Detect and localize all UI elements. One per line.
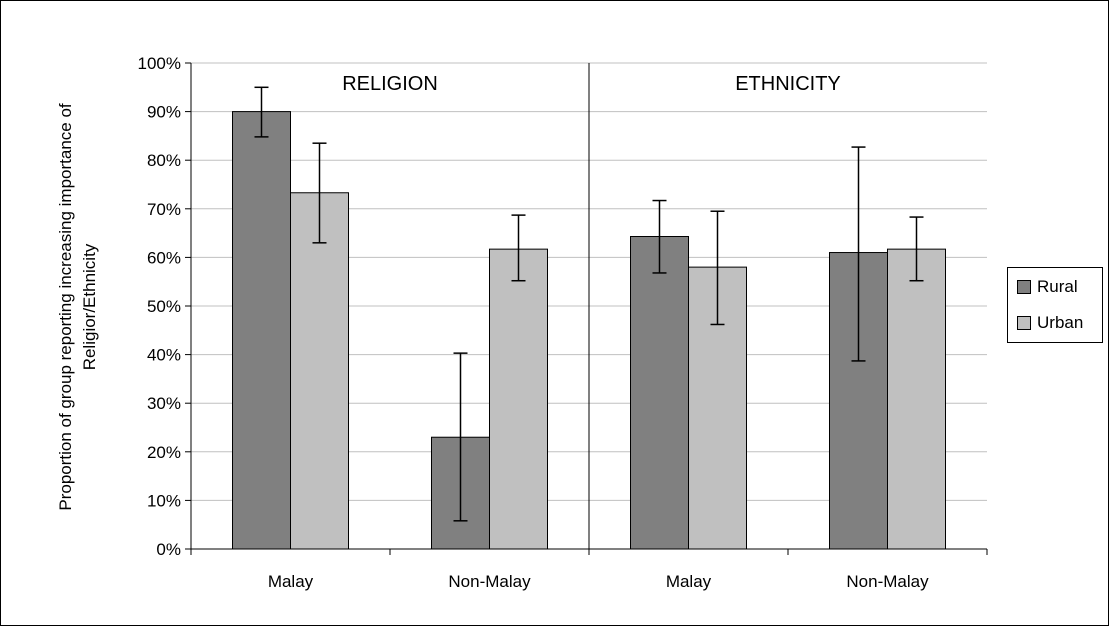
legend-label-rural: Rural [1037, 277, 1078, 296]
y-tick-label: 90% [147, 103, 181, 122]
error-bars [254, 86, 924, 522]
panel-title: RELIGION [342, 73, 438, 95]
legend-label-urban: Urban [1037, 313, 1084, 332]
bar-urban [290, 192, 349, 550]
bar-rural [232, 111, 291, 550]
y-tick-label: 10% [147, 491, 181, 510]
y-tick-label: 100% [138, 54, 181, 73]
y-tick-label: 80% [147, 151, 181, 170]
legend-swatch-urban [1017, 316, 1031, 330]
y-tick-label: 60% [147, 248, 181, 267]
y-axis-label-line: Religior/Ethnicity [80, 243, 99, 370]
labels: 0% 10% 20% 30% 40% 50% 60% 70% 80% 90% 100% Malay No… [56, 54, 929, 591]
bars [232, 111, 946, 550]
bar-urban [489, 248, 548, 550]
legend-item-rural: Rural [1017, 277, 1078, 297]
x-tick-label: Non-Malay [846, 572, 929, 591]
x-tick-label: Non-Malay [448, 572, 531, 591]
y-tick-label: 40% [147, 346, 181, 365]
x-tick-label: Malay [666, 572, 712, 591]
y-tick-label: 50% [147, 297, 181, 316]
y-tick-label: 20% [147, 443, 181, 462]
legend-swatch-rural [1017, 280, 1031, 294]
bar-urban [887, 248, 946, 550]
bar-rural [630, 236, 689, 550]
y-axis-label-line: Proportion of group reporting increasing… [56, 103, 75, 511]
y-axis-label: Proportion of group reporting increasing… [56, 103, 99, 511]
y-tick-label: 0% [156, 540, 181, 559]
y-tick-label: 30% [147, 394, 181, 413]
axes [185, 62, 988, 555]
x-tick-label: Malay [268, 572, 314, 591]
y-tick-label: 70% [147, 200, 181, 219]
legend: Rural Urban [1007, 267, 1103, 343]
legend-item-urban: Urban [1017, 313, 1083, 333]
panel-title: ETHNICITY [735, 73, 841, 95]
